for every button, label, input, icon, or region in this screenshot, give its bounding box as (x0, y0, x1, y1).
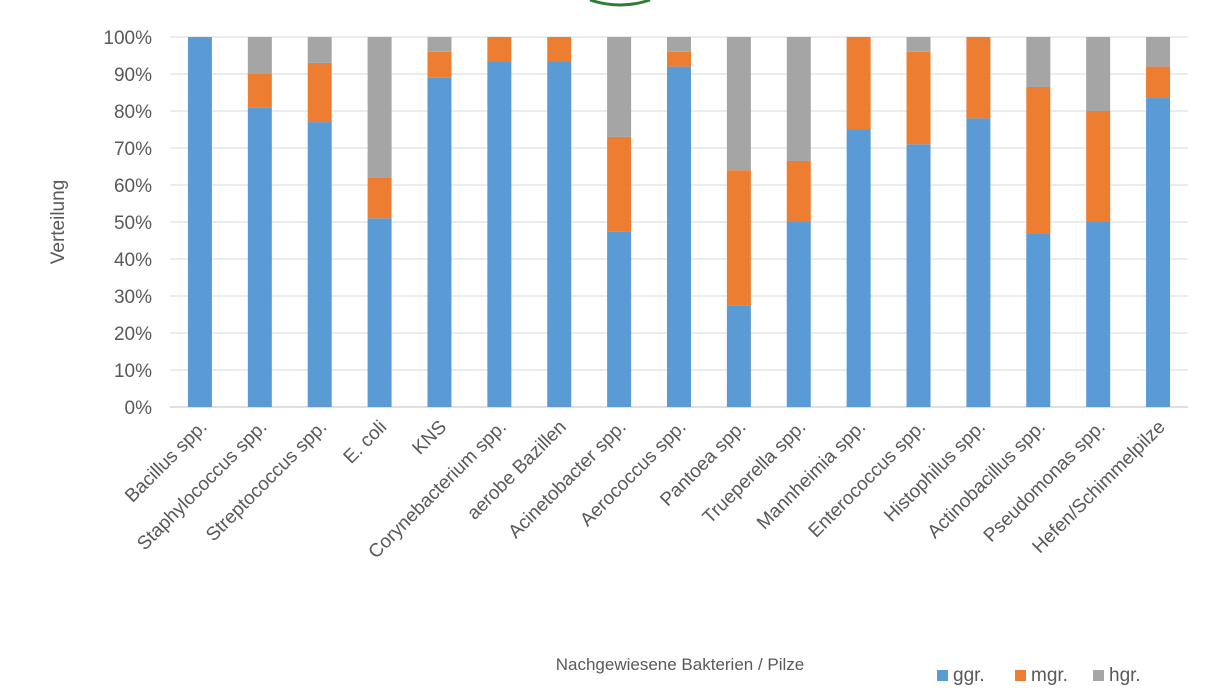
y-tick-label: 90% (114, 65, 152, 86)
bar-segment-ggr (307, 122, 332, 407)
bar-segment-ggr (786, 222, 811, 407)
x-axis-title: Nachgewiesene Bakterien / Pilze (556, 655, 805, 674)
y-tick-label: 30% (114, 287, 152, 308)
bar-segment-hgr (1086, 37, 1111, 111)
bar-segment-hgr (307, 37, 332, 63)
bar-segment-ggr (1086, 222, 1111, 407)
y-tick-labels: 0% 10% 20% 30% 40% 50% 60% 70% 80% 90% 100% (103, 28, 152, 419)
bar-segment-mgr (247, 74, 272, 108)
y-tick-label: 50% (114, 213, 152, 234)
bar-segment-hgr (906, 37, 931, 52)
bar-segment-mgr (786, 160, 811, 222)
bar-segment-ggr (607, 231, 632, 407)
bar-segment-ggr (187, 37, 212, 407)
y-tick-label: 60% (114, 176, 152, 197)
bar-segment-hgr (1026, 37, 1051, 87)
bar-segment-mgr (367, 177, 392, 219)
bar-segment-hgr (1146, 37, 1171, 67)
y-tick-label: 10% (114, 361, 152, 382)
legend-swatch (937, 670, 948, 681)
bar-segment-hgr (247, 37, 272, 74)
bar-segment-mgr (607, 136, 632, 232)
bar-segment-ggr (1026, 233, 1051, 407)
legend-label: mgr. (1031, 665, 1068, 686)
logo-fragment (589, 0, 651, 7)
bar-segment-hgr (607, 37, 632, 137)
bar-segment-hgr (367, 37, 392, 178)
legend-label: hgr. (1109, 665, 1141, 686)
bar-segment-ggr (487, 61, 512, 408)
y-tick-label: 100% (103, 28, 152, 49)
bar-segment-mgr (487, 37, 512, 62)
bar-segment-mgr (1146, 66, 1171, 99)
bar-segment-mgr (726, 170, 751, 306)
legend-label: ggr. (953, 665, 985, 686)
y-axis-title: Verteilung (48, 180, 69, 265)
bar-segment-ggr (726, 305, 751, 407)
bar-segment-ggr (667, 66, 691, 407)
bar-segment-ggr (846, 129, 871, 407)
bar-segment-ggr (966, 118, 991, 408)
legend-swatch (1093, 670, 1104, 681)
y-tick-label: 20% (114, 324, 152, 345)
bar-segment-mgr (547, 37, 572, 62)
bar-segment-ggr (906, 144, 931, 408)
bar-segment-ggr (1146, 98, 1171, 408)
legend-swatch (1015, 670, 1026, 681)
bar-segment-hgr (667, 37, 691, 52)
y-tick-label: 0% (125, 398, 153, 419)
bar-segment-mgr (966, 37, 991, 119)
bar-segment-mgr (307, 62, 332, 123)
bar-segment-mgr (667, 51, 691, 67)
bar-segment-mgr (1086, 111, 1111, 222)
y-tick-label: 70% (114, 139, 152, 160)
bar-segment-mgr (846, 37, 871, 130)
bar-segment-ggr (547, 61, 572, 408)
bar-segment-mgr (906, 51, 931, 145)
bar-segment-hgr (786, 37, 811, 161)
bar-segment-ggr (367, 218, 392, 407)
bar-segment-mgr (427, 51, 452, 78)
legend: ggr. mgr. hgr. (937, 665, 1141, 686)
bar-segment-ggr (427, 77, 452, 407)
bar-segment-ggr (247, 107, 272, 408)
bars (187, 37, 1171, 408)
y-tick-label: 80% (114, 102, 152, 123)
y-tick-label: 40% (114, 250, 152, 271)
bar-segment-hgr (726, 37, 751, 171)
bar-segment-mgr (1026, 86, 1051, 234)
bar-segment-hgr (427, 37, 452, 52)
